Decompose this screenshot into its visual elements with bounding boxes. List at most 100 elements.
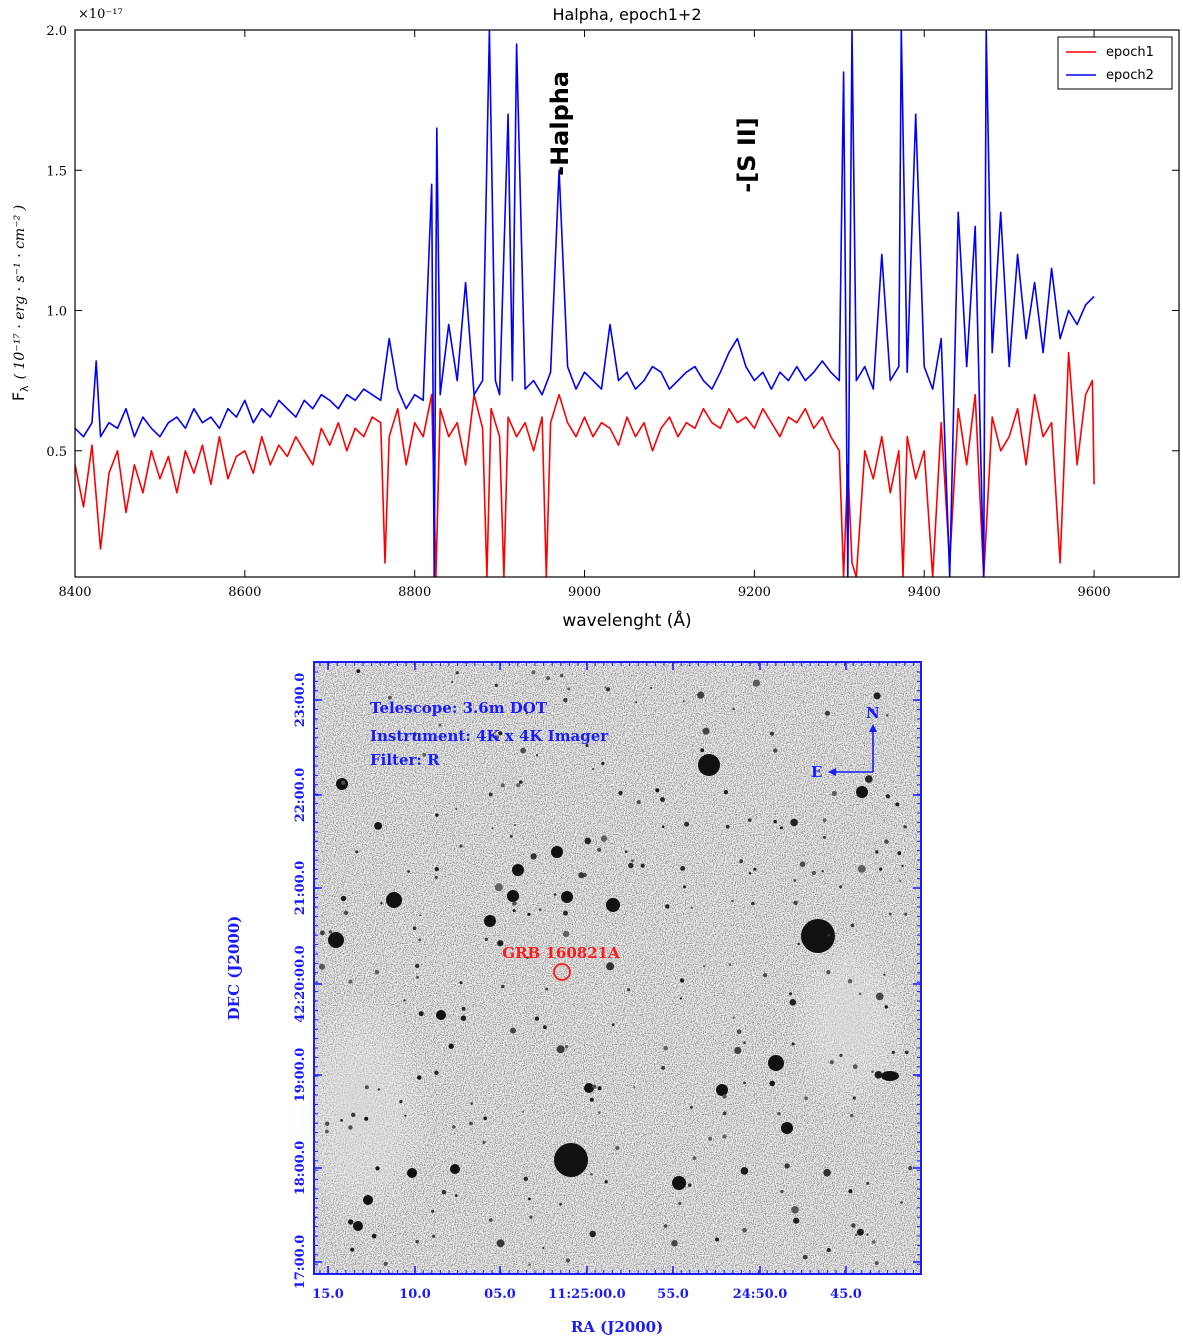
star: [769, 1080, 775, 1087]
star: [763, 973, 768, 978]
dec-tick-label: 22:00.0: [293, 768, 308, 823]
star: [418, 938, 422, 942]
x-tick-label: 8600: [228, 585, 261, 600]
star: [512, 901, 517, 906]
star: [885, 794, 891, 799]
star: [895, 802, 900, 807]
star: [624, 850, 628, 854]
star: [325, 1129, 329, 1134]
star: [383, 1261, 388, 1266]
star: [526, 956, 529, 959]
star: [663, 1046, 668, 1051]
star: [826, 970, 831, 975]
star: [598, 1111, 601, 1114]
star: [865, 775, 873, 783]
y-tick-label: 1.0: [46, 305, 67, 320]
star: [802, 1254, 808, 1260]
star: [348, 1219, 354, 1225]
star: [565, 1258, 571, 1263]
x-tick-label: 9400: [908, 585, 941, 600]
star: [827, 934, 831, 937]
star: [519, 780, 523, 784]
star: [527, 912, 531, 916]
y-tick-label: 0.5: [46, 445, 67, 460]
star: [734, 1046, 742, 1055]
star: [703, 965, 706, 968]
star: [731, 899, 734, 903]
star: [371, 1233, 377, 1239]
x-tick-label: 9600: [1078, 585, 1111, 600]
star: [888, 912, 892, 916]
star: [905, 1050, 909, 1055]
star: [350, 1247, 355, 1252]
star: [781, 1122, 793, 1134]
dec-axis-label: DEC (J2000): [225, 916, 243, 1021]
info-instrument: Instrument: 4K x 4K Imager: [370, 727, 609, 745]
star: [525, 712, 528, 715]
annotation-sii: -[S II]: [733, 117, 761, 192]
star: [530, 853, 537, 860]
star: [682, 700, 685, 703]
dec-tick-label: 42:20:00.0: [293, 945, 308, 1022]
ra-tick-label: 45.0: [830, 1287, 862, 1302]
star: [722, 1094, 727, 1099]
star: [364, 1116, 369, 1121]
dec-tick-label: 18:00.0: [293, 1141, 308, 1196]
star: [811, 870, 817, 876]
star: [452, 1125, 456, 1129]
star: [606, 962, 615, 971]
star: [451, 681, 453, 683]
star: [748, 872, 752, 875]
star: [538, 908, 542, 911]
star: [403, 999, 406, 1002]
star: [875, 850, 879, 854]
chart-title: Halpha, epoch1+2: [552, 5, 701, 24]
star: [597, 1086, 602, 1091]
star: [874, 1071, 883, 1079]
star: [627, 988, 631, 992]
star: [535, 754, 539, 757]
star: [589, 1097, 594, 1102]
star: [777, 1111, 781, 1116]
star: [460, 1015, 467, 1021]
series-group: [75, 30, 1095, 577]
star: [491, 827, 494, 830]
star: [578, 872, 585, 879]
star: [545, 987, 549, 991]
star: [436, 1010, 446, 1020]
star: [663, 1224, 668, 1228]
star: [850, 1113, 854, 1118]
image-frame: [313, 661, 922, 1275]
dec-tick-label: 17:00.0: [293, 1235, 308, 1290]
star: [434, 875, 438, 879]
star: [434, 1070, 439, 1076]
star: [904, 912, 908, 916]
star: [631, 859, 634, 863]
star: [826, 1248, 831, 1252]
star: [377, 1088, 380, 1091]
x-tick-label: 8400: [58, 585, 91, 600]
star: [434, 867, 439, 872]
star: [584, 837, 592, 845]
star: [597, 847, 602, 852]
star: [551, 846, 563, 858]
y-axis-label-main: F: [9, 392, 28, 401]
star: [742, 1228, 747, 1233]
star: [780, 1190, 784, 1194]
star: [791, 1206, 799, 1214]
star: [661, 1065, 666, 1070]
star: [512, 909, 516, 913]
star: [605, 687, 611, 692]
star: [388, 695, 392, 700]
star: [884, 839, 889, 844]
star: [850, 923, 855, 928]
compass: N E: [811, 704, 880, 781]
star: [355, 850, 359, 854]
star: [839, 1053, 843, 1058]
star: [407, 1168, 417, 1178]
star: [497, 940, 504, 947]
star: [412, 732, 417, 737]
star: [417, 1075, 422, 1080]
star: [722, 1134, 727, 1139]
y-axis-label: Fλ ( 10⁻¹⁷ · erg · s⁻¹ · cm⁻² ): [9, 205, 31, 401]
